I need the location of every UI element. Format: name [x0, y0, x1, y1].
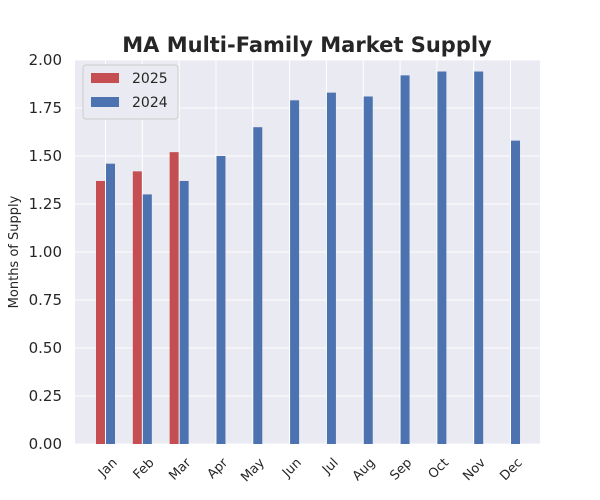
- bar-2024-jun: [290, 100, 300, 444]
- y-tick-label: 1.25: [29, 195, 62, 213]
- bar-2024-may: [253, 127, 263, 444]
- y-tick-label: 1.00: [29, 243, 62, 261]
- y-tick-label: 2.00: [29, 51, 62, 69]
- legend: 2025 2024: [82, 64, 179, 120]
- bar-2024-aug: [363, 96, 373, 444]
- legend-label-2025: 2025: [132, 71, 168, 87]
- bar-2024-apr: [216, 156, 226, 444]
- y-tick-label: 1.75: [29, 99, 62, 117]
- y-axis-label: Months of Supply: [7, 195, 22, 308]
- bar-2024-jan: [106, 163, 115, 444]
- bars: [96, 71, 521, 445]
- legend-swatch-2025: [91, 73, 119, 83]
- bar-2024-oct: [437, 71, 447, 445]
- bar-2024-feb: [142, 194, 152, 444]
- bar-2025-mar: [169, 152, 179, 444]
- bar-2024-jul: [326, 92, 336, 444]
- y-tick-label: 0.25: [29, 387, 62, 405]
- gridlines: [75, 59, 540, 445]
- bar-2024-mar: [179, 180, 189, 444]
- y-axis-ticks: 0.00 0.25 0.50 0.75 1.00 1.25 1.50 1.75 2.00: [29, 51, 62, 453]
- bar-2024-sep: [400, 75, 410, 445]
- bar-2024-nov: [474, 71, 484, 445]
- legend-label-2024: 2024: [132, 95, 168, 111]
- y-tick-label: 1.50: [29, 147, 62, 165]
- legend-swatch-2024: [91, 97, 119, 107]
- y-tick-label: 0.50: [29, 339, 62, 357]
- y-tick-label: 0.75: [29, 291, 62, 309]
- y-tick-label: 0.00: [29, 435, 62, 453]
- bar-2024-dec: [511, 140, 521, 444]
- chart-title: MA Multi-Family Market Supply: [122, 33, 492, 57]
- bar-2025-jan: [96, 180, 105, 444]
- bar-2025-feb: [132, 171, 142, 445]
